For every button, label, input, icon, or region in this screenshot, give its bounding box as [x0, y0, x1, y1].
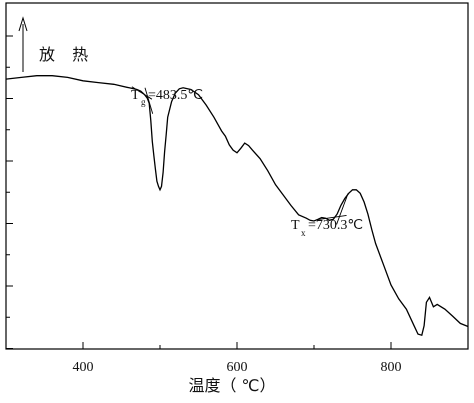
tg-annotation: T g =483.5℃ — [131, 88, 203, 107]
x-tick-label: 600 — [227, 360, 248, 375]
tx-baseline-tangent — [318, 214, 347, 221]
tx-annotation-value: =730.3℃ — [308, 218, 363, 233]
exotherm-label: 放 热 — [39, 45, 94, 64]
x-axis-title: 温度（ ℃） — [188, 376, 275, 395]
x-tick-label: 800 — [381, 360, 402, 375]
exotherm-arrow-head — [18, 16, 28, 32]
tx-annotation-sub: x — [301, 228, 306, 238]
tx-annotation-main: T — [291, 218, 300, 233]
axis-ticks: 400 600 800 — [5, 35, 469, 375]
tx-annotation: T x =730.3℃ — [291, 218, 363, 238]
exotherm-indicator: 放 热 — [18, 16, 94, 72]
x-tick-label: 400 — [73, 360, 94, 375]
tg-annotation-value: =483.5℃ — [148, 88, 203, 103]
tg-annotation-main: T — [131, 88, 140, 103]
tg-annotation-sub: g — [141, 97, 146, 107]
dsc-curve — [5, 75, 469, 337]
tx-slope-tangent — [336, 193, 349, 225]
